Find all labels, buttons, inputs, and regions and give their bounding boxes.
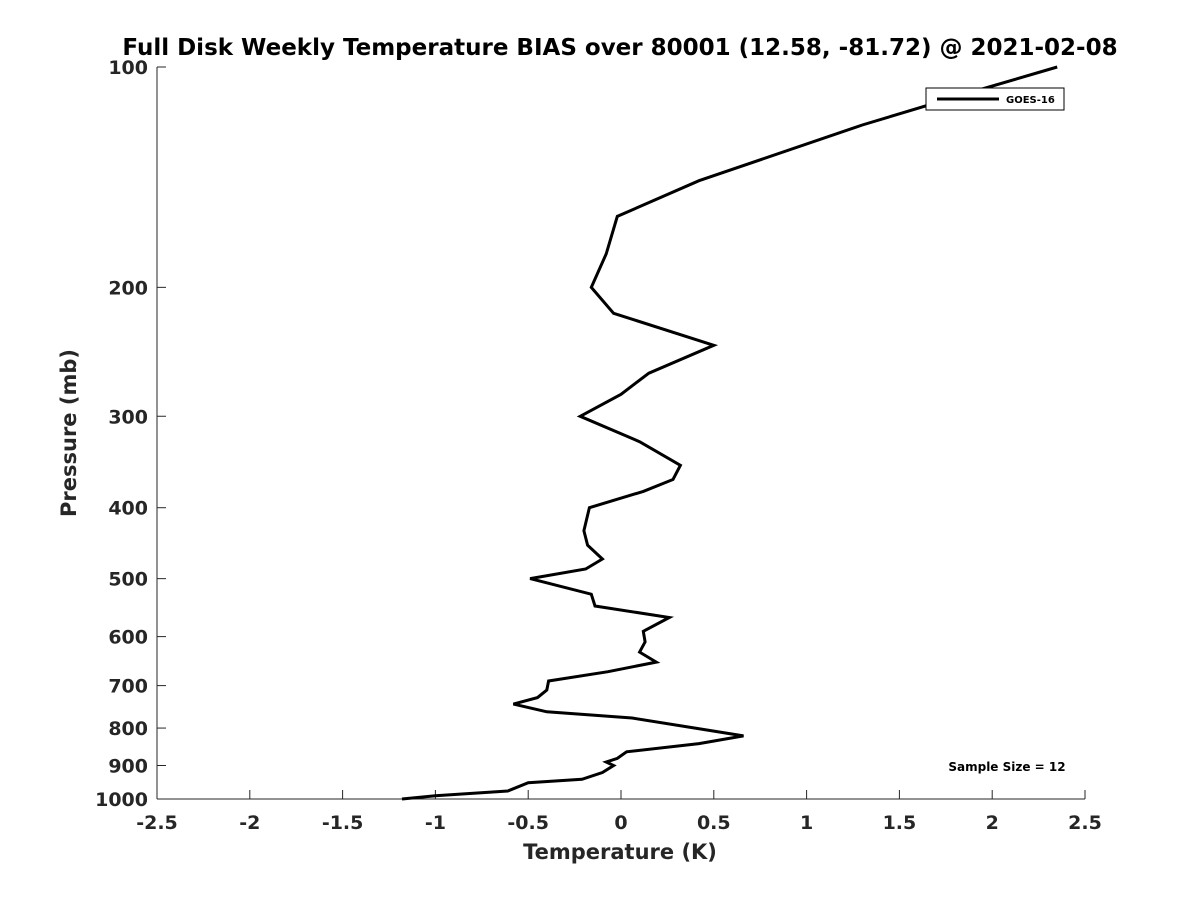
x-tick-label: -1 — [425, 812, 446, 834]
series-line-goes-16 — [401, 65, 1058, 801]
y-tick-label: 900 — [108, 756, 148, 778]
y-tick-label: 300 — [108, 406, 148, 428]
x-tick-label: 0.5 — [697, 812, 731, 834]
series-layer — [401, 65, 1058, 801]
x-tick-label: -1.5 — [322, 812, 364, 834]
x-axis-ticks: -2.5 -2 -1.5 -1 -0.5 0 0.5 1 1.5 2 2.5 — [136, 790, 1102, 834]
y-tick-label: 400 — [108, 498, 148, 520]
y-tick-label: 500 — [108, 569, 148, 591]
y-tick-label: 1000 — [95, 789, 148, 811]
x-tick-label: 1.5 — [883, 812, 917, 834]
y-tick-label: 700 — [108, 676, 148, 698]
y-tick-label: 600 — [108, 627, 148, 649]
x-tick-label: -0.5 — [507, 812, 549, 834]
x-axis-label: Temperature (K) — [523, 840, 717, 864]
sample-size-annotation: Sample Size = 12 — [948, 760, 1065, 774]
x-tick-label: 2.5 — [1068, 812, 1102, 834]
y-tick-label: 200 — [108, 277, 148, 299]
y-tick-label: 800 — [108, 718, 148, 740]
y-tick-label: 100 — [108, 57, 148, 79]
y-axis-ticks: 100 200 300 400 500 600 700 800 900 1000 — [95, 57, 166, 811]
legend-entry-goes-16: GOES-16 — [1006, 95, 1055, 106]
x-tick-label: 1 — [800, 812, 813, 834]
legend: GOES-16 — [925, 87, 1065, 111]
x-tick-label: 2 — [986, 812, 999, 834]
chart-title: Full Disk Weekly Temperature BIAS over 8… — [122, 35, 1117, 61]
x-tick-label: -2.5 — [136, 812, 178, 834]
x-tick-label: 0 — [614, 812, 627, 834]
x-tick-label: -2 — [239, 812, 260, 834]
y-axis-label: Pressure (mb) — [57, 349, 81, 517]
